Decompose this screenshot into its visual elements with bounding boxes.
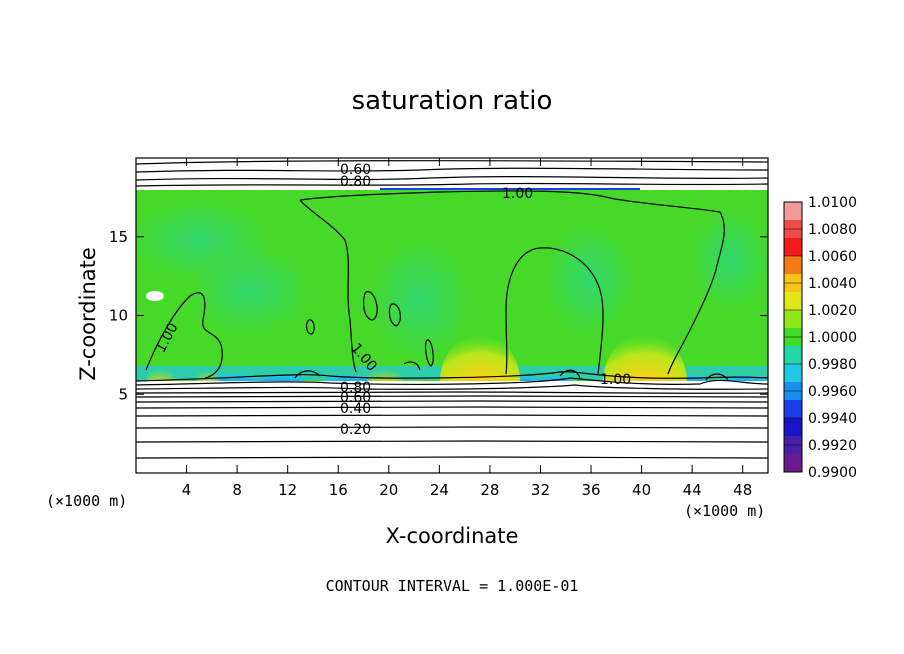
colorbar-label: 0.9920 [808,438,857,454]
contour-label: 0.60 [340,162,371,178]
colorbar-swatch [784,202,802,221]
x-tick-label: 32 [531,481,550,499]
x-axis: 4 8 12 16 20 24 28 32 36 40 44 48 [182,158,752,499]
x-tick-label: 36 [581,481,600,499]
colorbar-swatch [784,418,802,437]
contour-lines [136,160,768,459]
colorbar-label: 1.0000 [808,330,857,346]
colorbar-swatch [784,400,802,419]
colorbar-swatch [784,454,802,473]
contour-label: 1.00 [600,372,631,388]
colorbar-swatch [784,310,802,329]
chart-title: saturation ratio [351,86,553,116]
x-tick-label: 20 [379,481,398,499]
colorbar-label: 1.0020 [808,303,857,319]
x-axis-label: X-coordinate [385,524,519,548]
y-tick-label: 15 [109,228,128,246]
colorbar-swatch [784,256,802,275]
x-tick-label: 28 [480,481,499,499]
colorbar-swatch [784,364,802,383]
colorbar: 1.0100 1.0080 1.0060 1.0040 1.0020 1.0000 0.99… [783,195,857,481]
colorbar-swatch [784,346,802,365]
colorbar-swatch [784,292,802,311]
contour-label: 0.80 [340,380,371,396]
x-tick-label: 24 [430,481,449,499]
x-tick-label: 12 [278,481,297,499]
y-axis-label: Z-coordinate [76,247,100,381]
colorbar-label: 0.9900 [808,465,857,481]
contour-label: 0.40 [340,401,371,417]
contour-label: 0.20 [340,422,371,438]
colorbar-label: 1.0080 [808,222,857,238]
colorbar-label: 1.0060 [808,249,857,265]
x-tick-label: 48 [733,481,752,499]
x-unit-label: (×1000 m) [46,492,128,510]
colorbar-label: 0.9960 [808,384,857,400]
y-tick-label: 10 [109,307,128,325]
y-tick-label: 5 [118,385,128,403]
colorbar-label: 0.9980 [808,357,857,373]
y-axis: 5 10 15 [109,228,768,403]
x-tick-label: 8 [232,481,242,499]
colorbar-swatch [784,238,802,257]
colorbar-label: 0.9940 [808,411,857,427]
colorbar-label: 1.0100 [808,195,857,211]
x-tick-label: 40 [632,481,651,499]
x-tick-label: 16 [329,481,348,499]
contour-interval: CONTOUR INTERVAL = 1.000E-01 [325,577,579,595]
contour-label: 1.00 [502,186,533,202]
x-tick-label: 44 [683,481,702,499]
y-unit-label: (×1000 m) [684,502,766,520]
colorbar-label: 1.0040 [808,276,857,292]
contour-label: 0.60 [340,390,371,406]
x-tick-label: 4 [182,481,192,499]
heatmap-field [136,158,768,473]
contour-label: 0.80 [340,174,371,190]
